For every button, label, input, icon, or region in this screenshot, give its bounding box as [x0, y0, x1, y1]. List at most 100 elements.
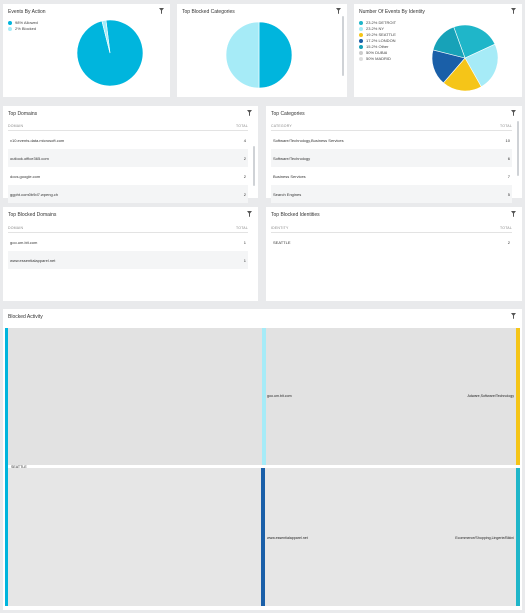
- cell-total: 2: [243, 191, 246, 197]
- cell-name[interactable]: docs.google.com: [10, 173, 41, 179]
- top-blocked-domains-card: Top Blocked Domains DOMAIN TOTAL goo.um.bi…: [3, 207, 258, 301]
- table-row[interactable]: docs.google.com 2: [8, 167, 248, 185]
- cell-total: 2: [243, 155, 246, 161]
- cell-name[interactable]: SEATTLE: [273, 239, 291, 245]
- legend-item[interactable]: 50% DUBAI: [359, 50, 396, 56]
- flow-domain-to-category-top[interactable]: [265, 328, 516, 465]
- column-header[interactable]: CATEGORY: [271, 124, 292, 128]
- cell-total: 1: [243, 239, 246, 245]
- table-header: IDENTITY TOTAL: [271, 226, 512, 233]
- scrollbar[interactable]: [342, 16, 344, 76]
- legend-swatch: [359, 57, 363, 61]
- table-row[interactable]: SEATTLE 2: [271, 233, 512, 251]
- pie-slice[interactable]: [225, 21, 260, 89]
- cell-name[interactable]: Business Services: [273, 173, 306, 179]
- cell-name[interactable]: ggpht.com0b9d7.wpeng.ch: [10, 191, 59, 197]
- legend-label: 50% MADRID: [366, 56, 391, 61]
- card-title: Top Blocked Categories: [182, 9, 235, 15]
- legend: 23.2% DETROIT 23.2% NY 19.2% SEATTLE 17.2% …: [359, 20, 396, 62]
- table-row[interactable]: v10.events.data.microsoft.com 4: [8, 131, 248, 149]
- legend-item[interactable]: 17.2% LONDON: [359, 38, 396, 44]
- cell-total: 10: [505, 137, 510, 143]
- cell-name[interactable]: Search Engines: [273, 191, 302, 197]
- table-row[interactable]: outlook.office365.com 2: [8, 149, 248, 167]
- column-header[interactable]: TOTAL: [236, 226, 248, 230]
- pie-slice[interactable]: [442, 57, 482, 92]
- card-title: Top Domains: [8, 111, 38, 117]
- card-title: Top Blocked Identities: [271, 212, 320, 218]
- filter-icon[interactable]: [511, 8, 516, 14]
- flow-source-to-domain-top[interactable]: [8, 328, 263, 465]
- pie-slice[interactable]: [258, 21, 293, 89]
- table-header: DOMAIN TOTAL: [8, 124, 248, 131]
- filter-icon[interactable]: [511, 211, 516, 217]
- pie-slice[interactable]: [101, 19, 111, 54]
- scrollbar[interactable]: [253, 146, 255, 186]
- sankey-label-source: SEATTLE: [11, 465, 27, 469]
- blocked-activity-sankey[interactable]: [3, 327, 522, 608]
- pie-slice[interactable]: [464, 43, 499, 88]
- filter-icon[interactable]: [336, 8, 341, 14]
- top-domains-table: DOMAIN TOTAL v10.events.data.microsoft.com…: [8, 124, 248, 203]
- legend: 98% Allowed 2% Blocked: [8, 20, 38, 32]
- table-row[interactable]: goo.um.bit.com 1: [8, 233, 248, 251]
- top-blocked-categories-pie[interactable]: [224, 20, 294, 90]
- events-by-identity-pie[interactable]: [430, 24, 500, 94]
- sankey-label-category: Ecommerce/Shopping,Lingerie/Bikini: [455, 536, 514, 540]
- filter-icon[interactable]: [247, 110, 252, 116]
- pie-slice[interactable]: [432, 26, 466, 59]
- legend-swatch: [359, 45, 363, 49]
- top-blocked-categories-card: Top Blocked Categories: [177, 4, 347, 97]
- flow-source-to-domain-bottom[interactable]: [8, 468, 263, 606]
- table-row[interactable]: ggpht.com0b9d7.wpeng.ch 2: [8, 185, 248, 203]
- column-header[interactable]: TOTAL: [236, 124, 248, 128]
- filter-icon[interactable]: [159, 8, 164, 14]
- cell-total: 2: [507, 239, 510, 245]
- top-blocked-identities-table: IDENTITY TOTAL SEATTLE 2: [271, 226, 512, 251]
- table-row[interactable]: Software/Technology 6: [271, 149, 512, 167]
- table-row[interactable]: Software/Technology,Business Services 10: [271, 131, 512, 149]
- legend-swatch: [359, 39, 363, 43]
- legend-item[interactable]: 19.2% SEATTLE: [359, 32, 396, 38]
- legend-swatch: [8, 27, 12, 31]
- legend-item[interactable]: 50% MADRID: [359, 56, 396, 62]
- legend-swatch: [359, 27, 363, 31]
- filter-icon[interactable]: [511, 110, 516, 116]
- sankey-node-category[interactable]: [516, 328, 520, 465]
- cell-name[interactable]: v10.events.data.microsoft.com: [10, 137, 65, 143]
- cell-name[interactable]: Software/Technology,Business Services: [273, 137, 344, 143]
- legend-item[interactable]: 15.2% Other: [359, 44, 396, 50]
- scrollbar[interactable]: [517, 121, 519, 176]
- table-header: DOMAIN TOTAL: [8, 226, 248, 233]
- sankey-node-domain[interactable]: [262, 328, 266, 465]
- sankey-node-source[interactable]: [5, 328, 8, 606]
- table-row[interactable]: Search Engines 5: [271, 185, 512, 203]
- filter-icon[interactable]: [511, 313, 516, 319]
- cell-total: 6: [507, 155, 510, 161]
- legend-item[interactable]: 23.2% DETROIT: [359, 20, 396, 26]
- legend-item[interactable]: 98% Allowed: [8, 20, 38, 26]
- legend-label: 23.2% NY: [366, 26, 385, 31]
- sankey-node-category[interactable]: [516, 468, 520, 606]
- column-header[interactable]: DOMAIN: [8, 226, 24, 230]
- table-row[interactable]: Business Services 7: [271, 167, 512, 185]
- legend-label: 50% DUBAI: [366, 50, 388, 55]
- sankey-node-domain[interactable]: [261, 468, 265, 606]
- pie-slice[interactable]: [453, 24, 496, 59]
- filter-icon[interactable]: [247, 211, 252, 217]
- column-header[interactable]: TOTAL: [500, 124, 512, 128]
- column-header[interactable]: IDENTITY: [271, 226, 289, 230]
- cell-name[interactable]: goo.um.bit.com: [10, 239, 38, 245]
- events-by-action-pie[interactable]: [75, 13, 145, 93]
- cell-name[interactable]: outlook.office365.com: [10, 155, 49, 161]
- cell-name[interactable]: www.essentialapparel.net: [10, 257, 56, 263]
- legend-swatch: [359, 33, 363, 37]
- legend-item[interactable]: 2% Blocked: [8, 26, 38, 32]
- table-row[interactable]: www.essentialapparel.net 1: [8, 251, 248, 269]
- column-header[interactable]: DOMAIN: [8, 124, 24, 128]
- cell-total: 5: [507, 191, 510, 197]
- column-header[interactable]: TOTAL: [500, 226, 512, 230]
- cell-name[interactable]: Software/Technology: [273, 155, 311, 161]
- flow-domain-to-category-bottom[interactable]: [265, 468, 516, 606]
- legend-item[interactable]: 23.2% NY: [359, 26, 396, 32]
